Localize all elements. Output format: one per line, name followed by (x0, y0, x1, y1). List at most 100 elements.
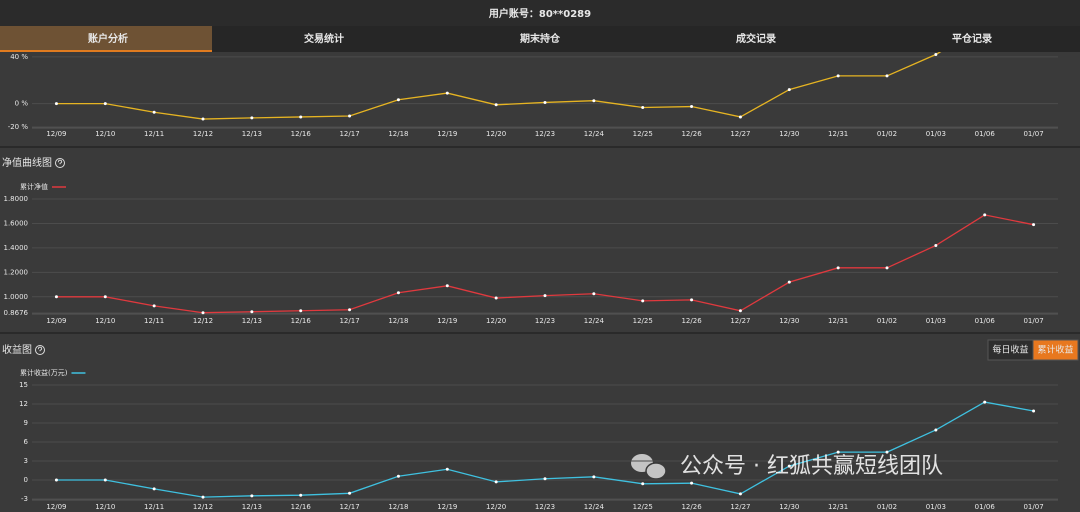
point (738, 309, 742, 313)
point (641, 299, 645, 303)
point (445, 91, 449, 95)
point (54, 102, 58, 106)
tab[interactable]: 期末持仓 (520, 32, 561, 45)
x-tick-label: 12/25 (633, 503, 653, 511)
x-tick-label: 12/19 (437, 317, 457, 325)
x-tick-label: 12/27 (730, 317, 750, 325)
point (396, 474, 400, 478)
tab[interactable]: 账户分析 (88, 32, 128, 45)
point (885, 266, 889, 270)
point (543, 100, 547, 104)
x-tick-label: 12/27 (730, 130, 750, 138)
y-tick-label: 0 (24, 476, 28, 484)
y-tick-label: 1.2000 (4, 268, 29, 276)
point (934, 243, 938, 247)
y-tick-label: 1.8000 (4, 195, 29, 203)
help-icon[interactable] (35, 345, 45, 355)
x-tick-label: 12/18 (388, 317, 408, 325)
y-tick-label: 1.0000 (4, 293, 29, 301)
x-tick-label: 01/06 (975, 317, 996, 325)
point (592, 99, 596, 103)
x-tick-label: 12/16 (291, 130, 312, 138)
point (103, 102, 107, 106)
x-tick-label: 01/03 (926, 130, 946, 138)
x-tick-label: 12/20 (486, 503, 506, 511)
x-tick-label: 12/17 (339, 130, 359, 138)
point (54, 295, 58, 299)
x-tick-label: 12/23 (535, 130, 555, 138)
chart-title: 收益图 (2, 343, 32, 356)
point (738, 115, 742, 119)
point (983, 400, 987, 404)
x-tick-label: 01/03 (926, 317, 946, 325)
x-tick-label: 12/18 (388, 503, 408, 511)
point (396, 291, 400, 295)
header-title: 用户账号：80**0289 (488, 7, 591, 20)
point (299, 309, 303, 313)
point (201, 495, 205, 499)
x-tick-label: 12/16 (291, 503, 312, 511)
point (690, 105, 694, 109)
point (934, 53, 938, 57)
x-tick-label: 12/13 (242, 317, 262, 325)
x-tick-label: 01/03 (926, 503, 946, 511)
point (445, 467, 449, 471)
legend-label: 累计收益(万元) (20, 368, 68, 377)
point (885, 450, 889, 454)
x-tick-label: 12/26 (681, 317, 702, 325)
x-tick-label: 01/07 (1023, 317, 1043, 325)
x-tick-label: 12/12 (193, 317, 213, 325)
header-bar (0, 0, 1080, 26)
y-tick-label: 6 (24, 438, 29, 446)
x-tick-label: 12/17 (339, 503, 359, 511)
x-tick-label: 12/30 (779, 130, 799, 138)
point (641, 105, 645, 109)
point (494, 103, 498, 107)
x-tick-label: 12/13 (242, 503, 262, 511)
point (592, 475, 596, 479)
x-tick-label: 01/06 (975, 130, 996, 138)
point (103, 478, 107, 482)
active-tab[interactable] (0, 26, 212, 52)
point (103, 295, 107, 299)
x-tick-label: 12/25 (633, 130, 653, 138)
x-tick-label: 12/25 (633, 317, 653, 325)
point (836, 266, 840, 270)
y-tick-label: 9 (24, 419, 28, 427)
point (396, 98, 400, 102)
y-tick-label: 1.6000 (4, 219, 29, 227)
active-tab-underline (0, 50, 212, 52)
y-tick-label: 12 (19, 400, 28, 408)
point (836, 450, 840, 454)
x-tick-label: 12/23 (535, 317, 555, 325)
tab[interactable]: 成交记录 (736, 32, 776, 45)
x-tick-label: 12/23 (535, 503, 555, 511)
point (348, 114, 352, 118)
point (787, 464, 791, 468)
x-tick-label: 12/10 (95, 130, 115, 138)
point (445, 284, 449, 288)
x-tick-label: 01/02 (877, 503, 897, 511)
x-tick-label: 12/19 (437, 503, 457, 511)
toggle-label[interactable]: 每日收益 (992, 344, 1028, 356)
point (494, 296, 498, 300)
x-tick-label: 12/26 (681, 503, 702, 511)
x-tick-label: 12/24 (584, 503, 605, 511)
point (592, 292, 596, 296)
toggle-label[interactable]: 累计收益 (1037, 344, 1073, 356)
chart: -3 0 3 6 9 12 15 (19, 381, 1058, 503)
y-tick-label: -3 (21, 495, 28, 503)
point (250, 310, 254, 314)
point (543, 477, 547, 481)
y-tick-label: 0.8676 (4, 309, 29, 317)
toggle-button[interactable] (1032, 339, 1079, 361)
chart: -20 % 0 % 40 % (8, 52, 1058, 131)
help-icon[interactable] (55, 158, 65, 168)
point (348, 308, 352, 312)
watermark: 公众号 · 红狐共赢短线团队 (680, 454, 943, 479)
chart-title: 净值曲线图 (2, 156, 52, 169)
tab[interactable]: 平仓记录 (952, 32, 992, 45)
tab[interactable]: 交易统计 (304, 32, 344, 45)
